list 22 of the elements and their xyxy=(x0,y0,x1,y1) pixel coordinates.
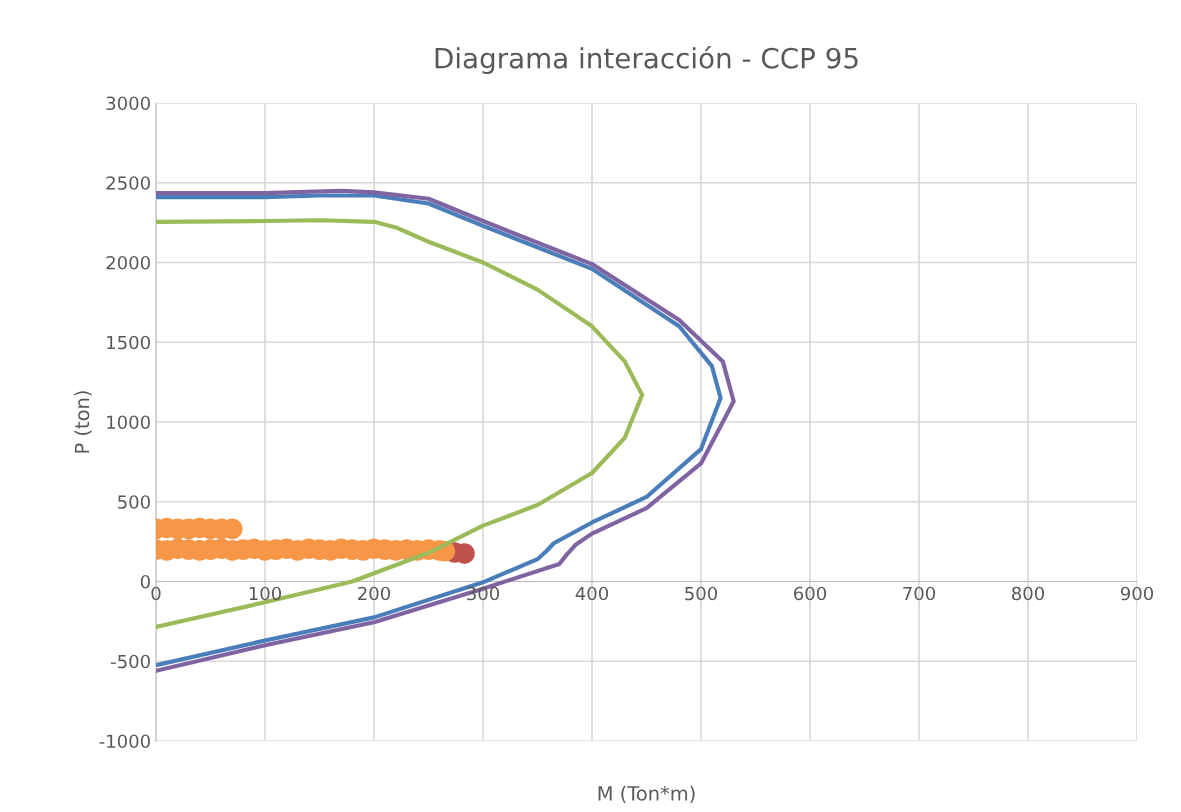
y-tick-label: 1000 xyxy=(107,415,150,430)
x-tick-label: 400 xyxy=(575,586,609,601)
y-tick-label: 500 xyxy=(118,495,150,509)
x-tick-label: 800 xyxy=(1011,586,1045,601)
chart-title: Diagrama interacción - CCP 95 xyxy=(435,46,858,75)
y-tick-label: -500 xyxy=(111,654,150,669)
x-axis-title: M (Ton*m) xyxy=(598,785,695,803)
x-tick-label: 0 xyxy=(151,586,161,601)
y-tick-label: -1000 xyxy=(99,734,150,749)
x-tick-label: 600 xyxy=(794,586,827,601)
x-tick-label: 300 xyxy=(467,586,500,601)
y-tick-label: 2000 xyxy=(106,255,150,270)
y-tick-label: 0 xyxy=(140,574,150,589)
x-tick-label: 500 xyxy=(685,586,718,601)
y-tick-label: 1500 xyxy=(107,335,150,350)
x-tick-label: 900 xyxy=(1120,586,1154,601)
y-tick-label: 2500 xyxy=(106,176,150,190)
y-axis-title: P (ton) xyxy=(74,391,92,453)
x-tick-label: 700 xyxy=(903,586,936,601)
x-tick-label: 200 xyxy=(358,586,391,601)
x-tick-label: 100 xyxy=(249,586,282,601)
y-tick-label: 3000 xyxy=(106,96,150,111)
